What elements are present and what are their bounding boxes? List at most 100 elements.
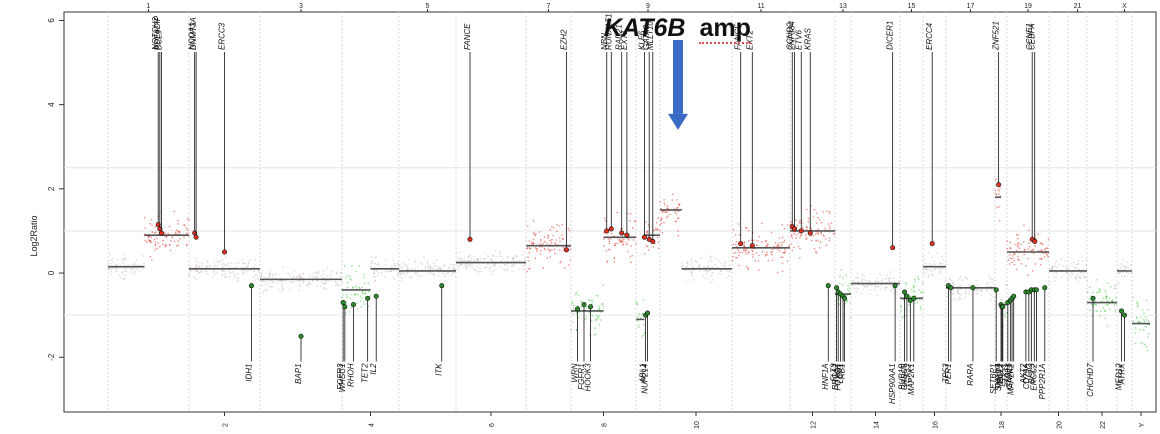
probe-point: [274, 281, 277, 283]
probe-point: [293, 270, 296, 272]
probe-point: [429, 267, 432, 270]
probe-point: [706, 266, 709, 269]
probe-point: [208, 266, 211, 268]
gene-label: TCF3: [1003, 363, 1012, 384]
probe-point: [528, 268, 531, 270]
probe-point: [875, 280, 877, 282]
probe-point: [298, 275, 301, 278]
gene-label: FGFR3: [336, 363, 345, 390]
probe-point: [397, 262, 399, 265]
probe-point: [666, 215, 669, 217]
top-chrom-label: 9: [646, 3, 650, 10]
probe-point: [652, 246, 654, 248]
probe-point: [201, 262, 203, 265]
probe-point: [1102, 307, 1105, 309]
bottom-chrom-label: 6: [489, 423, 496, 427]
probe-point: [613, 258, 615, 260]
probe-point: [567, 264, 570, 266]
probe-point: [913, 291, 915, 293]
probe-point: [1081, 260, 1084, 262]
probe-point: [638, 324, 640, 326]
probe-point: [643, 253, 646, 255]
probe-point: [450, 263, 452, 266]
probe-point: [719, 273, 722, 276]
probe-point: [356, 308, 359, 310]
gene-label: PPP2R1A: [1038, 363, 1047, 399]
probe-point: [522, 268, 525, 271]
probe-point: [399, 264, 401, 267]
probe-point: [1085, 258, 1088, 261]
probe-point: [927, 274, 930, 277]
probe-point: [675, 220, 678, 223]
probe-point: [241, 271, 244, 274]
probe-point: [236, 265, 238, 268]
probe-point: [195, 260, 197, 263]
probe-point: [325, 282, 327, 285]
probe-point: [232, 271, 234, 273]
probe-point: [135, 259, 138, 261]
probe-point: [791, 237, 794, 239]
gene-label: GATA3: [642, 24, 651, 50]
probe-point: [952, 281, 955, 284]
probe-point: [1075, 275, 1077, 277]
probe-point: [523, 265, 525, 268]
probe-point: [134, 263, 136, 266]
probe-point: [777, 245, 780, 247]
probe-point: [1017, 243, 1019, 245]
probe-point: [107, 262, 110, 265]
probe-point: [829, 212, 831, 214]
probe-point: [711, 260, 713, 263]
probe-point: [349, 297, 352, 300]
probe-point: [637, 316, 639, 318]
probe-point: [1132, 296, 1134, 299]
probe-point: [435, 259, 438, 261]
probe-point: [215, 265, 217, 268]
probe-point: [123, 267, 125, 270]
probe-point: [200, 270, 203, 272]
probe-point: [841, 277, 844, 279]
probe-point: [786, 260, 789, 262]
probe-point: [375, 263, 378, 266]
probe-point: [424, 267, 427, 270]
probe-point: [115, 268, 117, 270]
top-chrom-label: 15: [908, 3, 916, 10]
probe-point: [156, 237, 158, 239]
probe-point: [173, 210, 176, 213]
gene-marker: [948, 285, 954, 291]
probe-point: [937, 267, 939, 270]
probe-point: [326, 267, 329, 269]
probe-point: [134, 270, 136, 273]
probe-point: [909, 295, 912, 298]
probe-point: [268, 276, 271, 278]
probe-point: [237, 277, 239, 279]
probe-point: [1085, 264, 1087, 266]
probe-point: [305, 284, 308, 286]
probe-point: [323, 282, 325, 285]
probe-point: [765, 239, 767, 242]
probe-point: [659, 201, 661, 203]
probe-point: [630, 261, 632, 264]
probe-point: [1006, 247, 1009, 250]
probe-point: [987, 285, 989, 288]
probe-point: [437, 274, 440, 277]
probe-point: [281, 285, 284, 287]
probe-point: [1072, 273, 1074, 276]
probe-point: [980, 294, 983, 296]
probe-point: [757, 260, 760, 262]
probe-point: [317, 272, 320, 274]
gene-marker: [1032, 238, 1038, 244]
probe-point: [452, 267, 455, 270]
probe-point: [408, 275, 411, 278]
probe-point: [613, 244, 616, 246]
probe-point: [1023, 253, 1025, 256]
probe-point: [546, 257, 549, 259]
probe-point: [999, 195, 1001, 197]
probe-point: [154, 226, 156, 228]
probe-point: [512, 256, 514, 259]
probe-point: [832, 233, 835, 235]
probe-point: [860, 292, 862, 294]
probe-point: [1013, 252, 1015, 255]
probe-point: [494, 264, 497, 267]
probe-point: [737, 223, 740, 225]
gene-marker: [1011, 293, 1017, 299]
